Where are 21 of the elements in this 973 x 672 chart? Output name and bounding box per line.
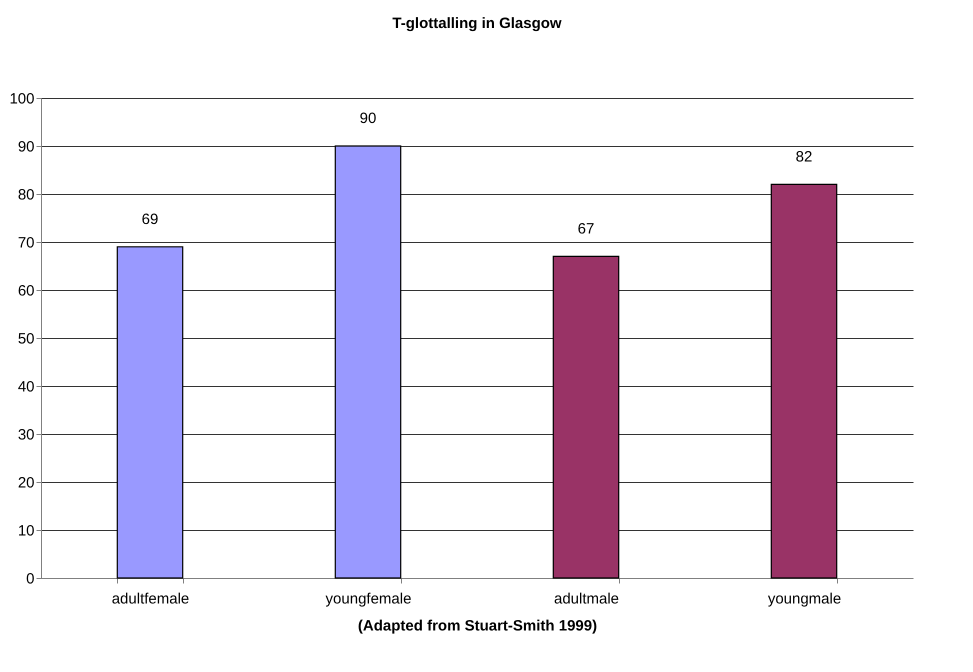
x-axis-title: (Adapted from Stuart-Smith 1999) xyxy=(358,618,598,634)
y-tick-label: 0 xyxy=(26,570,34,588)
y-tick-label: 10 xyxy=(18,522,34,540)
y-tick-label: 100 xyxy=(9,90,34,108)
y-tick-label: 20 xyxy=(18,474,34,492)
x-tick-label: youngfemale xyxy=(326,590,412,608)
x-tick-label: youngmale xyxy=(768,590,842,608)
x-tick-label: adultfemale xyxy=(112,590,190,608)
data-label: 67 xyxy=(578,220,594,238)
y-tick-label: 50 xyxy=(18,330,34,348)
y-tick-label: 90 xyxy=(18,138,34,156)
x-tick-label: adultmale xyxy=(554,590,620,608)
data-label: 69 xyxy=(142,210,158,228)
chart-title: T-glottalling in Glasgow xyxy=(392,15,562,32)
y-tick-label: 80 xyxy=(18,186,34,204)
data-label: 82 xyxy=(796,148,812,166)
y-tick-label: 70 xyxy=(18,234,34,252)
y-tick-label: 60 xyxy=(18,282,34,300)
y-tick-label: 40 xyxy=(18,378,34,396)
data-label: 90 xyxy=(360,110,376,127)
y-tick-label: 30 xyxy=(18,426,34,444)
